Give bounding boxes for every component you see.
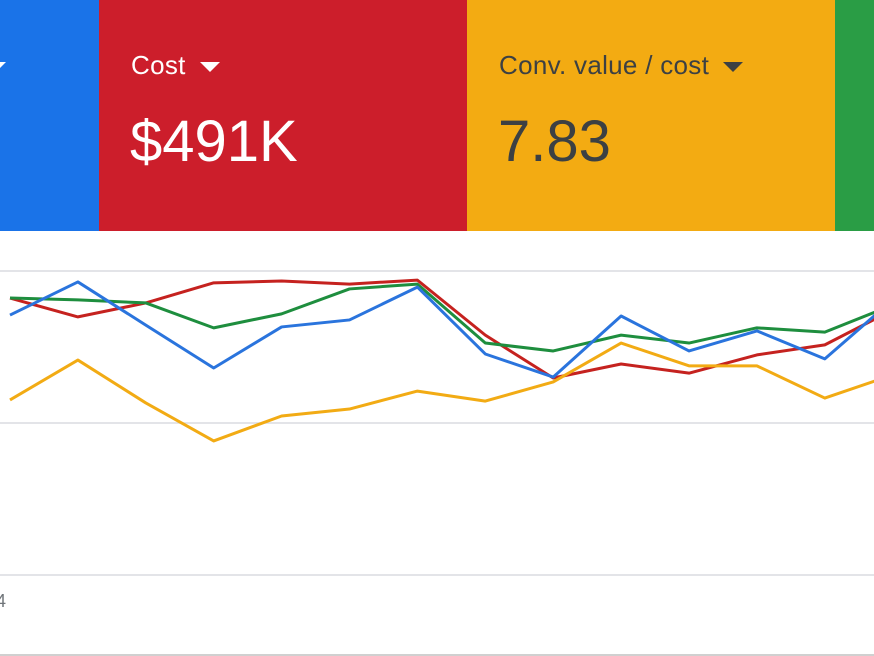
metric-label: Conv. value / cost xyxy=(499,50,710,80)
dropdown-arrow[interactable] xyxy=(0,62,6,72)
metric-card[interactable] xyxy=(0,0,99,231)
dropdown-arrow[interactable] xyxy=(723,62,744,73)
x-tick-label: 4 xyxy=(0,591,6,611)
metric-card[interactable] xyxy=(835,0,874,231)
metric-value: 7.83 xyxy=(498,109,611,174)
series-line xyxy=(9,341,874,443)
chart: 4 xyxy=(0,270,874,656)
metric-card[interactable]: Cost $491K xyxy=(99,0,467,231)
metric-label: Cost xyxy=(131,50,186,80)
metric-card[interactable]: Conv. value / cost 7.83 xyxy=(467,0,835,231)
series-line xyxy=(9,280,874,379)
series-line xyxy=(9,278,874,380)
dropdown-arrow[interactable] xyxy=(199,62,220,73)
series-line xyxy=(9,282,874,353)
metric-value: $491K xyxy=(130,109,298,174)
metric-label-row[interactable]: Conv. value / cost xyxy=(499,50,744,81)
metric-label-row[interactable]: Cost xyxy=(131,50,220,81)
